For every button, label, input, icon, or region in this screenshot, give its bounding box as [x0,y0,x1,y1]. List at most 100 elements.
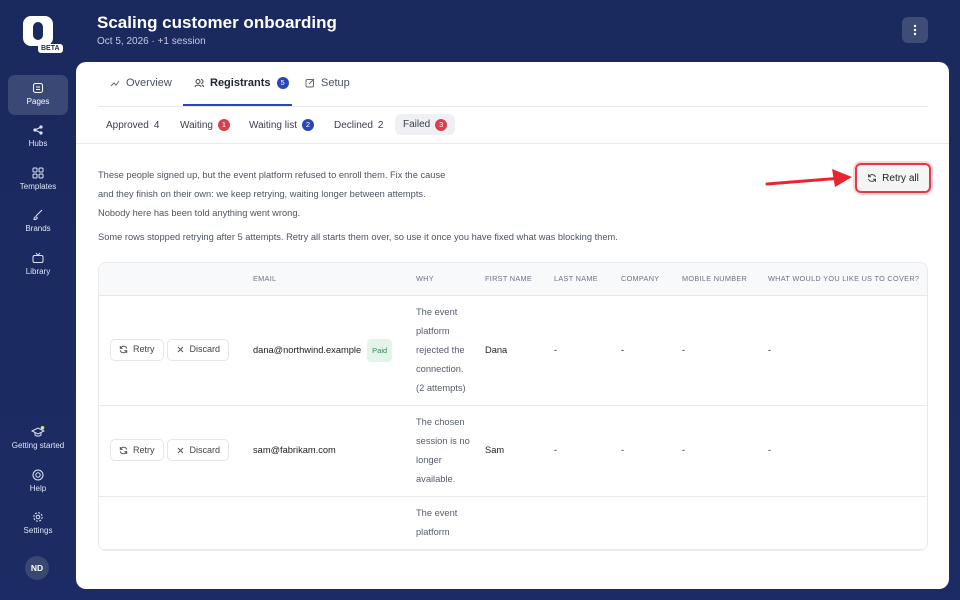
page-subtitle: Oct 5, 2026 · +1 session [97,36,206,47]
annotation-arrow [765,169,852,187]
tab-label: Registrants [210,77,271,89]
mobile: - [682,344,686,355]
table: EMAIL WHY FIRST NAME LAST NAME COMPANY MOBILE… [98,262,928,551]
nav-label: Pages [26,97,50,106]
filter[interactable]: Waiting list 2 [249,118,314,132]
nav-item[interactable]: Templates [8,167,68,191]
retry-all-label: Retry all [882,172,919,184]
company-cell: - [621,405,682,497]
button-label: Retry [133,344,155,355]
filter[interactable]: Waiting 1 [180,118,230,132]
filter-label: Waiting list [249,119,297,131]
filter-label: Waiting [180,119,213,131]
email-cell: sam@fabrikam.com [253,405,416,497]
nav-active-bg [8,75,68,115]
page-title: Scaling customer onboarding [97,13,337,32]
header-row: EMAIL WHY FIRST NAME LAST NAME COMPANY MOBILE… [99,263,927,296]
discard-button[interactable]: Discard [166,439,230,462]
last-name-cell [554,496,621,550]
mobile-cell: - [682,405,768,497]
first-name-cell [485,496,554,550]
divider [76,143,949,144]
first-name-cell: Sam [485,405,554,497]
avatar[interactable]: ND [25,556,49,580]
filter-label: Declined [334,119,373,131]
discard-button[interactable]: Discard [166,338,230,361]
nav-item[interactable]: Hubs [8,124,68,148]
actions-cell [99,496,253,550]
email-cell: dana@northwind.example Paid [253,295,416,406]
nav-label: Brands [25,224,51,233]
filter[interactable]: Approved 4 [106,118,159,132]
logo[interactable] [23,16,53,46]
company-cell [621,496,682,550]
nav-item[interactable]: Pages [8,82,68,106]
divider [98,106,928,107]
retry-button[interactable]: Retry [110,439,164,462]
table-row: The event platform [99,496,927,550]
why-cell: The chosen session is no longer availabl… [416,405,485,497]
nav-item[interactable]: Brands [8,209,68,233]
nav-label: Hubs [28,139,48,148]
header-cell: FIRST NAME [485,263,554,296]
email: sam@fabrikam.com [253,445,336,455]
mobile-cell: - [682,295,768,406]
last-name: - [554,445,558,455]
nav-label: Settings [23,526,53,535]
nav-item[interactable]: Settings [8,511,68,535]
filter-count: 1 [217,119,230,131]
tab[interactable]: Overview [110,76,172,90]
filter-count: 3 [435,118,448,131]
table-row: Retry Discard dana@northwind.example Paid Th… [99,295,927,406]
filter-count: 2 [377,119,384,131]
company-cell: - [621,295,682,406]
beta-badge: BETA [38,44,63,53]
nav-item[interactable]: Getting started [0,426,76,450]
header-cell: WHY [416,263,485,296]
filter-label: Approved [106,119,149,131]
tab-underline [183,104,292,106]
tab-label: Setup [321,77,350,89]
header-cell: EMAIL [253,263,416,296]
filter-count: 2 [301,119,314,131]
retry-all-button[interactable]: Retry all [855,163,931,193]
tab-count: 5 [276,77,289,89]
tab-label: Overview [126,77,172,89]
header-cell: MOBILE NUMBER [682,263,768,296]
registrants-table: EMAIL WHY FIRST NAME LAST NAME COMPANY MOBILE… [99,263,927,550]
actions-cell: Retry Discard [99,405,253,497]
last-name-cell: - [554,295,621,406]
cover-cell [768,496,927,550]
note: Some rows stopped retrying after 5 attem… [98,232,618,242]
button-label: Discard [189,444,221,455]
filter-count: 4 [153,119,160,131]
cover: - [768,445,772,455]
why: The event platform [416,507,458,537]
retry-button[interactable]: Retry [110,338,164,361]
tab[interactable]: Registrants 5 [194,76,289,90]
cover: - [768,344,772,355]
nav-item[interactable]: Library [8,252,68,276]
why: The event platform rejected the connecti… [416,306,466,393]
nav-label: Help [29,484,47,493]
description: These people signed up, but the event pl… [98,170,446,218]
nav-item[interactable]: Help [8,469,68,493]
tab[interactable]: Setup [305,76,350,90]
first-name: Dana [485,344,508,355]
why: The chosen session is no longer availabl… [416,416,470,484]
email-cell [253,496,416,550]
more-menu[interactable] [902,17,928,43]
why-cell: The event platform [416,496,485,550]
last-name: - [554,344,558,355]
nav-label: Library [25,267,51,276]
payment-tag: Paid [367,338,393,362]
filter[interactable]: Failed 3 [395,114,456,135]
first-name-cell: Dana [485,295,554,406]
button-label: Discard [189,344,221,355]
filter[interactable]: Declined 2 [334,118,383,132]
content-card: Overview Registrants 5 Setup Approved 4 Wa… [76,62,949,589]
first-name: Sam [485,445,505,455]
cover-cell: - [768,405,927,497]
mobile-cell [682,496,768,550]
